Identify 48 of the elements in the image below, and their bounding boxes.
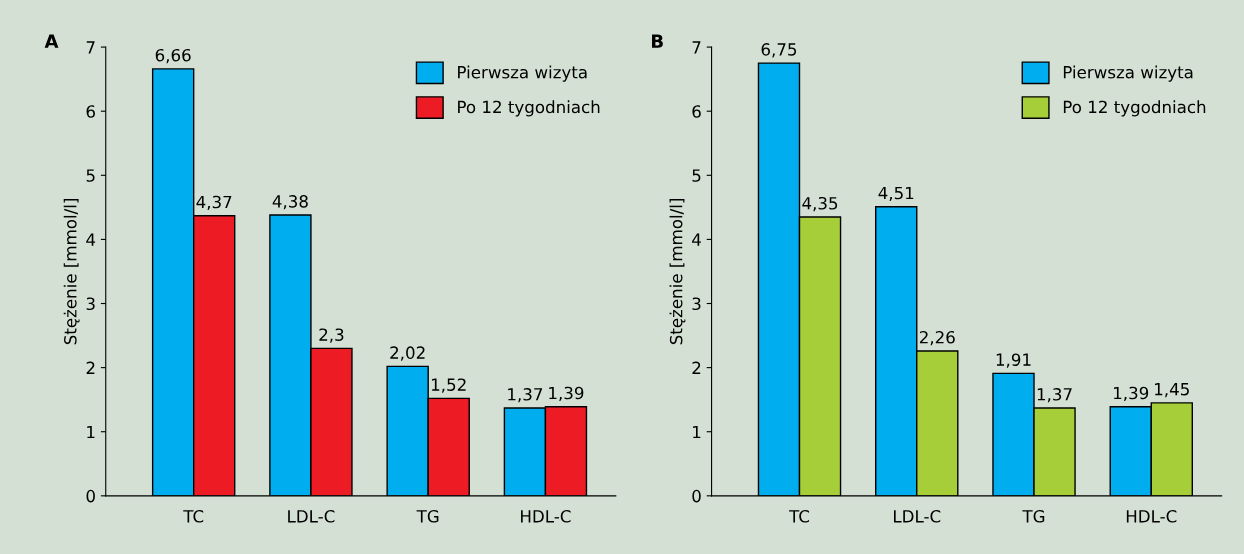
legend-label: Po 12 tygodniach <box>1063 100 1206 117</box>
y-axis-title: Stężenie [mmol/l] <box>669 199 686 345</box>
x-tick-label: TC <box>789 510 810 523</box>
y-tick-label: 0 <box>86 489 95 503</box>
data-label: 1,39 <box>549 386 584 402</box>
y-axis-title: Stężenie [mmol/l] <box>63 199 80 345</box>
y-tick-label: 1 <box>693 425 701 439</box>
data-label: 4,38 <box>272 195 308 210</box>
x-tick-label: TG <box>1022 510 1045 523</box>
data-label: 4,35 <box>802 196 838 212</box>
data-label: 2,26 <box>919 330 955 346</box>
y-tick-label: 3 <box>692 297 701 311</box>
data-label: 4,37 <box>196 195 232 210</box>
data-label: 1,52 <box>431 378 466 393</box>
data-label: 4,51 <box>878 186 914 202</box>
y-tick-label: 0 <box>692 489 701 503</box>
y-tick-label: 3 <box>86 297 95 311</box>
data-label: 1,91 <box>996 353 1031 368</box>
y-tick-label: 7 <box>692 41 701 54</box>
x-tick-label: LDL-C <box>288 510 335 523</box>
legend-label: Po 12 tygodniach <box>458 100 600 117</box>
y-tick-label: 5 <box>692 169 701 182</box>
y-tick-label: 2 <box>692 361 701 374</box>
y-tick-label: 7 <box>86 41 95 54</box>
y-tick-label: 4 <box>692 233 701 246</box>
y-tick-label: 4 <box>86 233 96 246</box>
data-label: 1,37 <box>1037 388 1072 403</box>
data-label: 1,37 <box>508 388 543 403</box>
chart-title: B <box>652 34 663 48</box>
data-label: 6,75 <box>761 43 797 58</box>
y-tick-label: 6 <box>86 105 95 118</box>
x-tick-label: LDL-C <box>894 510 941 523</box>
data-label: 2,02 <box>390 346 425 361</box>
legend-label: Pierwsza wizyta <box>1063 65 1193 82</box>
chart-title: A <box>44 34 59 48</box>
data-label: 1,39 <box>1114 386 1149 402</box>
x-tick-label: TC <box>183 510 204 523</box>
data-label: 2,3 <box>319 328 344 343</box>
x-tick-label: HDL-C <box>1126 510 1177 523</box>
y-tick-label: 1 <box>87 425 95 439</box>
x-tick-label: TG <box>416 510 439 523</box>
y-tick-label: 2 <box>86 361 95 374</box>
y-tick-label: 6 <box>692 105 701 118</box>
data-label: 1,45 <box>1155 383 1189 398</box>
legend-label: Pierwsza wizyta <box>458 65 587 82</box>
x-tick-label: HDL-C <box>521 510 571 523</box>
y-tick-label: 5 <box>86 169 95 182</box>
data-label: 6,66 <box>155 48 191 64</box>
